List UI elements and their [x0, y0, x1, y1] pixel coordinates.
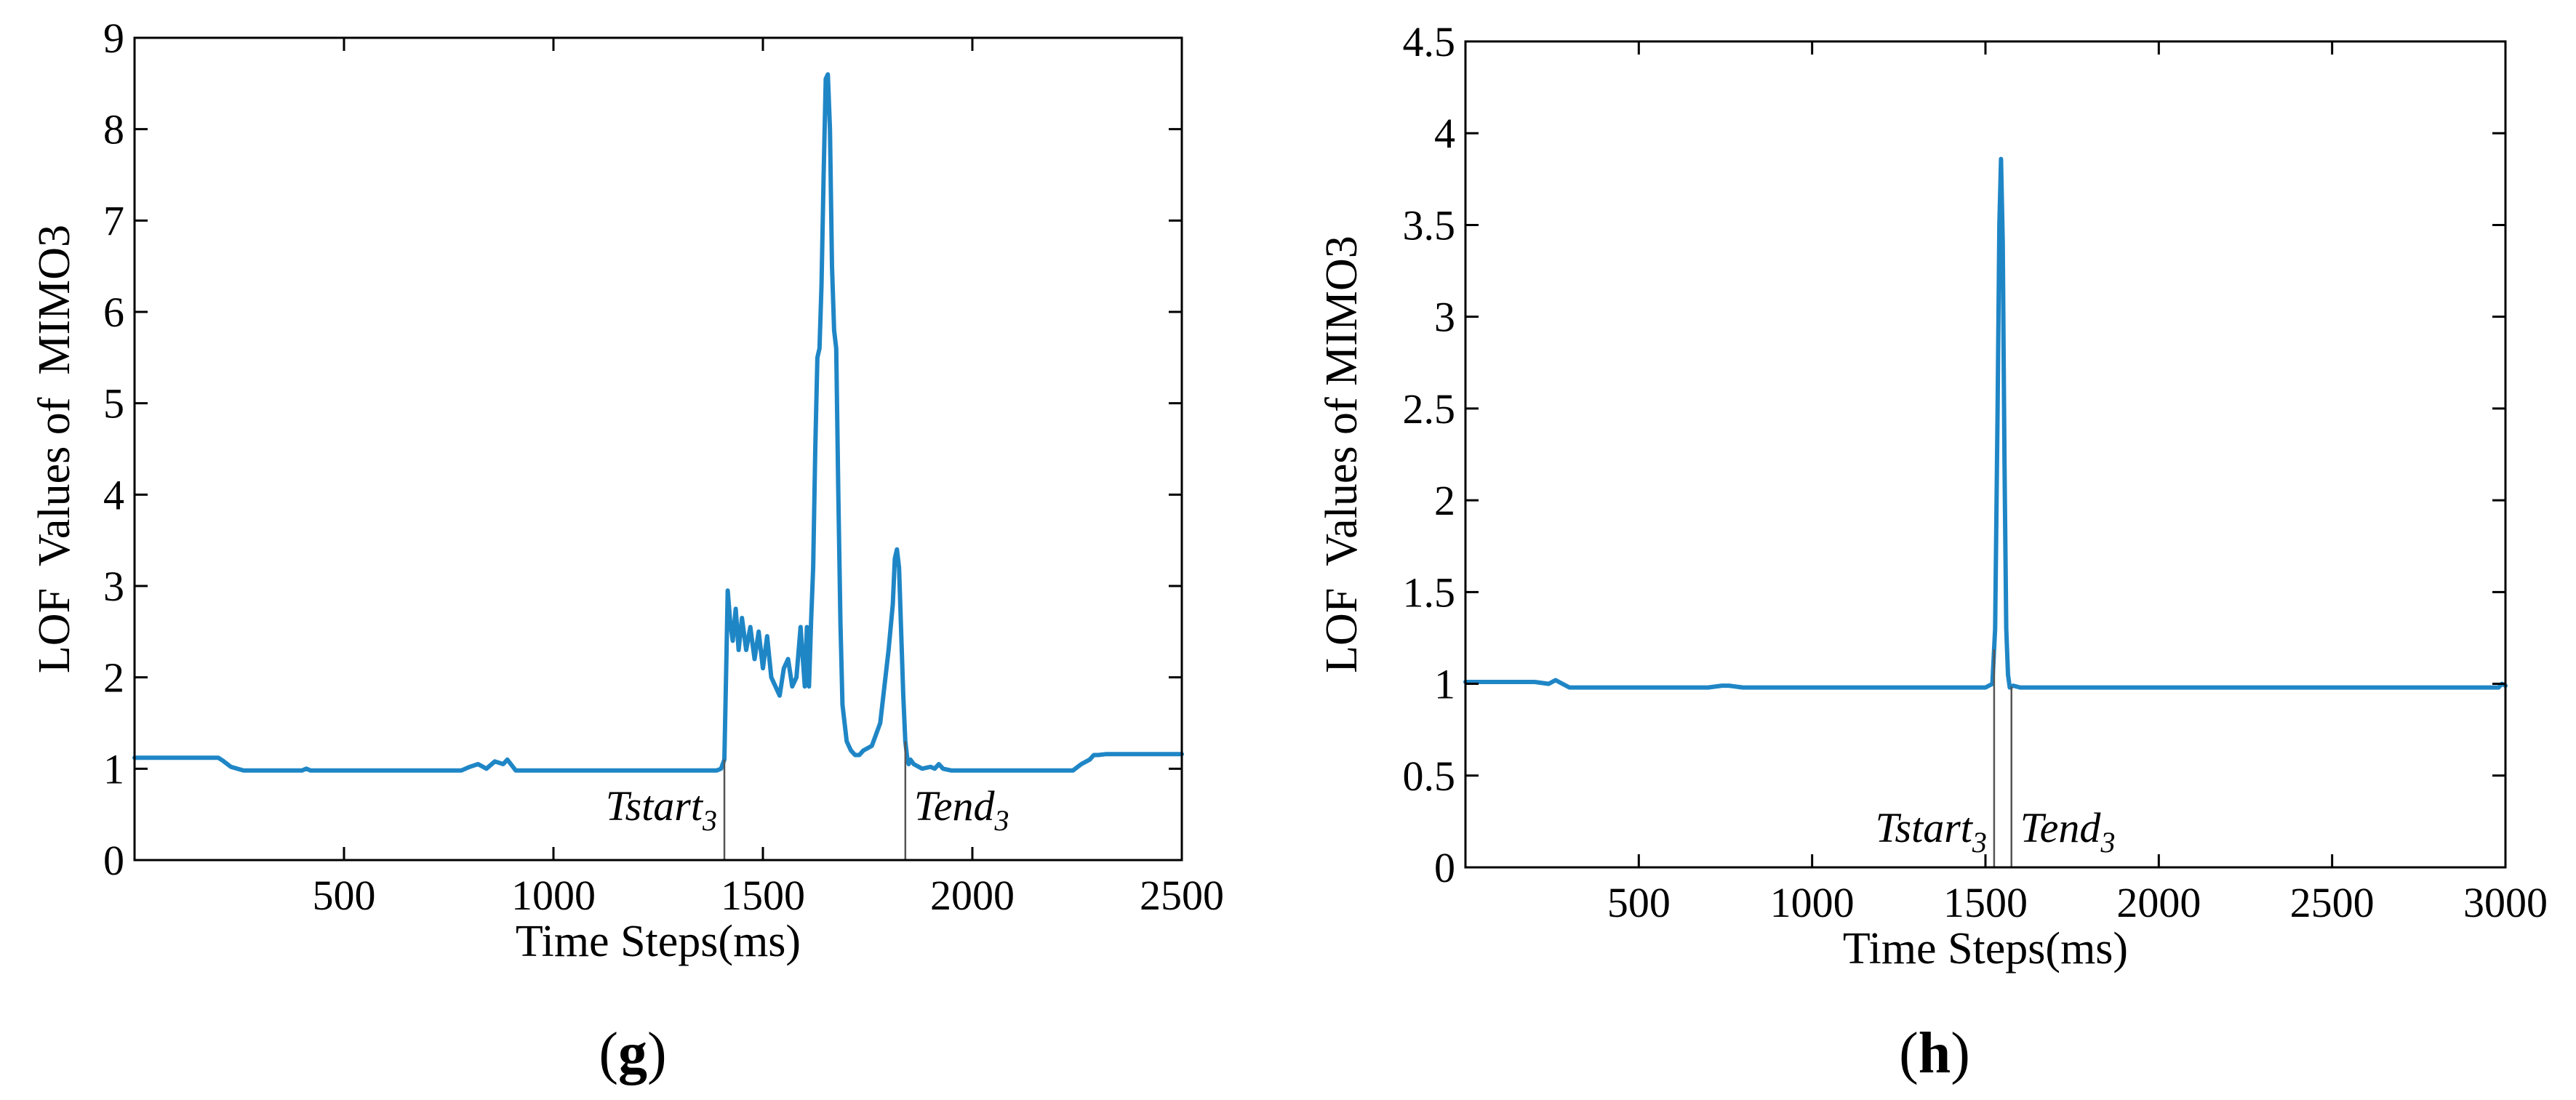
chart-h: Tstart3 Tend3 0 0.5 1 1.5 2 2.5 3 3.5 4 4.5 500 1000 1…: [1317, 18, 2548, 1085]
x-tick-label: 2000: [2116, 879, 2201, 926]
y-tick-label: 6: [103, 289, 124, 336]
x-tick-label: 2500: [1140, 872, 1224, 919]
y-axis-label: LOF Values of MIMO3: [30, 225, 79, 673]
y-axis-label: LOF Values of MIMO3: [1317, 236, 1367, 673]
annotation-tstart: Tstart3: [606, 782, 717, 837]
panel-label: (g): [599, 1021, 666, 1085]
y-tick-label: 4: [1434, 110, 1455, 157]
x-tick-label: 1500: [1943, 879, 2028, 926]
plot-frame: [1464, 40, 2507, 869]
y-tick-label: 5: [103, 380, 124, 427]
annotation-tend: Tend3: [914, 782, 1009, 837]
series-line-lof: [1463, 156, 2508, 690]
y-tick-label: 2: [1434, 477, 1455, 524]
y-tick-label: 8: [103, 106, 124, 153]
y-tick-label: 2.5: [1403, 385, 1456, 433]
y-tick-label: 1.5: [1403, 569, 1456, 616]
y-tick-label: 4: [103, 471, 124, 518]
y-tick-label: 0: [103, 837, 124, 884]
y-tick-label: 0.5: [1403, 752, 1456, 800]
panel-label: (h): [1899, 1021, 1970, 1085]
series-line-lof: [132, 72, 1184, 773]
x-tick-label: 1000: [511, 872, 596, 919]
x-tick-label: 1000: [1770, 879, 1855, 926]
y-tick-label: 4.5: [1403, 18, 1456, 65]
chart-g: Tstart3 Tend3 0 1 2 3 4 5 6 7 8 9 500 1000 1500 2000 250…: [30, 15, 1224, 1085]
x-tick-label: 1500: [721, 872, 805, 919]
y-tick-label: 1: [1434, 661, 1455, 708]
y-tick-label: 3.5: [1403, 201, 1456, 249]
y-tick-label: 2: [103, 654, 124, 702]
y-tick-label: 0: [1434, 844, 1455, 891]
x-axis-label: Time Steps(ms): [1843, 924, 2128, 973]
x-axis-label: Time Steps(ms): [516, 917, 801, 966]
x-tick-label: 500: [1607, 879, 1671, 926]
y-tick-label: 3: [1434, 294, 1455, 341]
y-tick-label: 3: [103, 563, 124, 610]
y-tick-label: 1: [103, 745, 124, 792]
y-tick-label: 9: [103, 15, 124, 62]
annotation-tend: Tend3: [2020, 804, 2116, 859]
x-tick-label: 500: [313, 872, 376, 919]
x-tick-label: 2000: [930, 872, 1015, 919]
x-tick-label: 3000: [2463, 879, 2548, 926]
plot-frame: [133, 36, 1183, 862]
annotation-tstart: Tstart3: [1876, 804, 1987, 859]
y-tick-label: 7: [103, 197, 124, 244]
x-tick-label: 2500: [2290, 879, 2375, 926]
